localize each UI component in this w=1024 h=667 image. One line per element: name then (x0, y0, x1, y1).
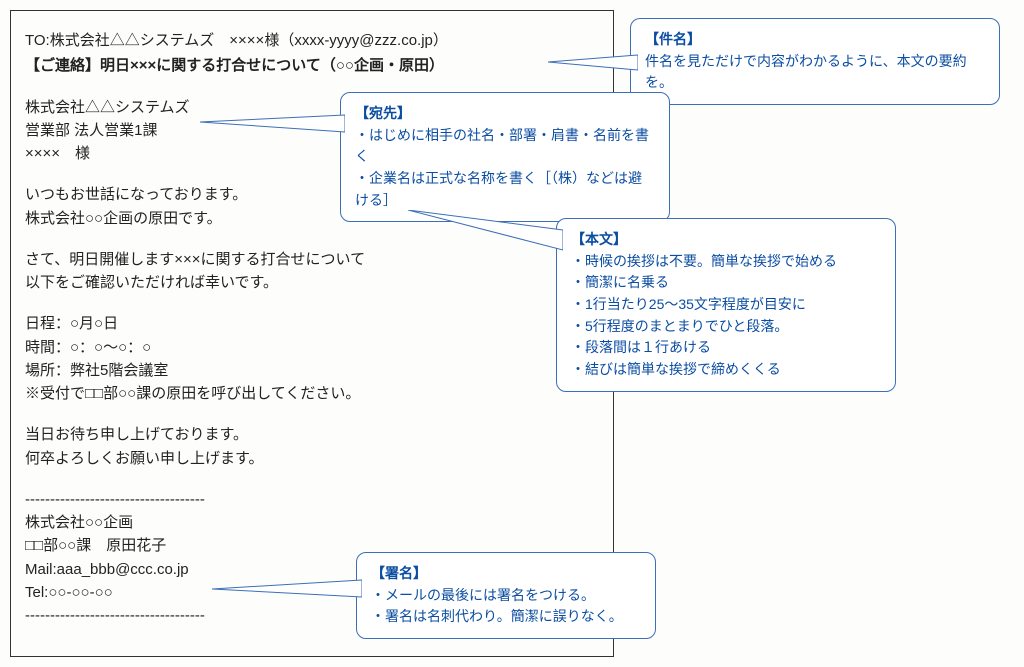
details-line-1: 日程：○月○日 (25, 312, 599, 335)
intro-line-2: 以下をご確認いただければ幸いです。 (25, 271, 599, 294)
callout-body-line4: ・5行程度のまとまりでひと段落。 (571, 316, 881, 338)
callout-address-line1: ・はじめに相手の社名・部署・肩書・名前を書く (355, 125, 655, 168)
closing-line-1: 当日お待ち申し上げております。 (25, 423, 599, 446)
callout-body-title: 【本文】 (571, 229, 881, 251)
callout-address-line2: ・企業名は正式な名称を書く［（株）などは避ける］ (355, 168, 655, 211)
signature-sep-top: ------------------------------------ (25, 488, 599, 511)
callout-subject-title: 【件名】 (645, 29, 985, 51)
callout-body-line3: ・1行当たり25～35文字程度が目安に (571, 294, 881, 316)
details-line-3: 場所：弊社5階会議室 (25, 359, 599, 382)
details-line-2: 時間：○：○～○：○ (25, 336, 599, 359)
callout-body-line1: ・時候の挨拶は不要。簡単な挨拶で始める (571, 251, 881, 273)
callout-body-line2: ・簡潔に名乗る (571, 272, 881, 294)
details-line-4: ※受付で□□部○○課の原田を呼び出してください。 (25, 382, 599, 405)
callout-signature-title: 【署名】 (371, 563, 641, 585)
to-line: TO:株式会社△△システムズ ××××様（xxxx-yyyy@zzz.co.jp… (25, 29, 599, 52)
callout-subject: 【件名】 件名を見ただけで内容がわかるように、本文の要約を。 (630, 18, 1000, 105)
callout-body-line6: ・結びは簡単な挨拶で締めくくる (571, 359, 881, 381)
intro-block: さて、明日開催します×××に関する打合せについて 以下をご確認いただければ幸いで… (25, 248, 599, 295)
subject-line: 【ご連絡】明日×××に関する打合せについて（○○企画・原田） (25, 54, 599, 77)
details-block: 日程：○月○日 時間：○：○～○：○ 場所：弊社5階会議室 ※受付で□□部○○課… (25, 312, 599, 405)
callout-signature: 【署名】 ・メールの最後には署名をつける。 ・署名は名刺代わり。簡潔に誤りなく。 (356, 552, 656, 639)
callout-signature-line1: ・メールの最後には署名をつける。 (371, 585, 641, 607)
closing-block: 当日お待ち申し上げております。 何卒よろしくお願い申し上げます。 (25, 423, 599, 470)
intro-line-1: さて、明日開催します×××に関する打合せについて (25, 248, 599, 271)
sig-line-1: 株式会社○○企画 (25, 511, 599, 534)
closing-line-2: 何卒よろしくお願い申し上げます。 (25, 447, 599, 470)
callout-body-line5: ・段落間は１行あける (571, 337, 881, 359)
callout-address-title: 【宛先】 (355, 103, 655, 125)
callout-subject-line1: 件名を見ただけで内容がわかるように、本文の要約を。 (645, 51, 985, 94)
callout-signature-line2: ・署名は名刺代わり。簡潔に誤りなく。 (371, 606, 641, 628)
callout-address: 【宛先】 ・はじめに相手の社名・部署・肩書・名前を書く ・企業名は正式な名称を書… (340, 92, 670, 222)
callout-body: 【本文】 ・時候の挨拶は不要。簡単な挨拶で始める ・簡潔に名乗る ・1行当たり2… (556, 218, 896, 392)
